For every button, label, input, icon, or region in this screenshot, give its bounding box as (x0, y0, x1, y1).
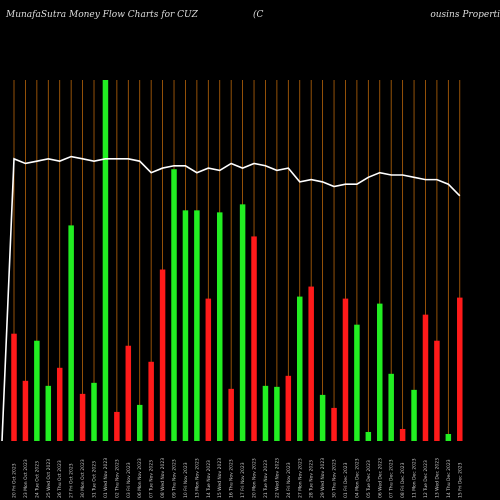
x-tick-label: 21 Tue Nov 2023 (263, 460, 269, 498)
bar (114, 411, 120, 441)
bar (125, 345, 132, 441)
bar (194, 210, 200, 441)
x-tick-label: 10 Fri Nov 2023 (183, 462, 189, 498)
x-tick-label: 29 Wed Nov 2023 (320, 458, 326, 498)
bar (171, 169, 177, 441)
x-tick-label: 12 Tue Dec 2023 (423, 460, 429, 498)
x-tick-label: 07 Tue Nov 2023 (149, 460, 155, 498)
bar (422, 314, 429, 441)
x-tick-label: 13 Wed Dec 2023 (434, 458, 440, 498)
x-tick-label: 07 Thu Dec 2023 (389, 459, 395, 498)
x-tick-label: 17 Fri Nov 2023 (240, 462, 246, 498)
bar (262, 385, 269, 441)
x-tick-label: 01 Wed Nov 2023 (103, 458, 109, 498)
bar (11, 333, 17, 441)
x-tick-label: 20 Mon Nov 2023 (252, 458, 258, 498)
bar (399, 428, 406, 441)
x-tick-label: 03 Fri Nov 2023 (126, 462, 132, 498)
bar (68, 225, 74, 441)
x-tick-label: 15 Wed Nov 2023 (217, 458, 223, 498)
bar (91, 382, 97, 441)
bar (297, 296, 303, 441)
x-tick-label: 24 Fri Nov 2023 (286, 462, 292, 498)
x-tick-label: 28 Tue Nov 2023 (309, 460, 315, 498)
x-tick-label: 25 Wed Oct 2023 (46, 459, 52, 498)
price-line-group (1, 155, 461, 442)
x-tick-label: 30 Thu Nov 2023 (332, 459, 338, 498)
bar (102, 80, 109, 441)
bar (331, 407, 337, 441)
x-tick-label: 23 Mon Oct 2023 (23, 459, 29, 498)
bar (182, 210, 189, 441)
bar (251, 236, 257, 441)
x-tick-label: 04 Mon Dec 2023 (354, 458, 360, 498)
bar (148, 361, 154, 441)
bar (445, 433, 452, 441)
bar (79, 393, 86, 441)
bar (228, 388, 234, 441)
x-tick-label: 15 Fri Dec 2023 (457, 462, 463, 498)
x-tick-label: 27 Fri Oct 2023 (69, 463, 75, 498)
x-tick-label: 08 Fri Dec 2023 (400, 462, 406, 498)
x-tick-label: 24 Tue Oct 2023 (34, 461, 40, 498)
company-name: ousins Properti (430, 10, 500, 20)
bar (388, 373, 394, 441)
x-tick-label: 31 Tue Oct 2023 (92, 461, 98, 498)
chart-title-paren: (C (253, 10, 264, 20)
bar (216, 212, 223, 441)
bar (434, 340, 440, 441)
bar (342, 298, 349, 441)
bar (239, 204, 246, 441)
x-tick-label: 30 Mon Oct 2023 (80, 459, 86, 498)
bar (56, 367, 63, 441)
bar (457, 297, 463, 441)
x-tick-label: 05 Tue Dec 2023 (366, 460, 372, 498)
bar (205, 298, 212, 441)
x-tick-label: 26 Thu Oct 2023 (57, 460, 63, 498)
x-tick-label: 09 Thu Nov 2023 (172, 459, 178, 498)
bar (274, 386, 280, 441)
bars-group (11, 80, 463, 441)
bar (411, 389, 417, 441)
bar (34, 340, 40, 441)
bar (159, 269, 166, 441)
x-tick-label: 06 Mon Nov 2023 (137, 458, 143, 498)
bar (285, 375, 292, 441)
bar (136, 404, 143, 441)
x-tick-label: 06 Wed Dec 2023 (377, 458, 383, 498)
x-tick-label: 14 Thu Dec 2023 (446, 459, 452, 498)
bar (45, 385, 52, 441)
bar (22, 380, 29, 441)
x-tick-label: 02 Thu Nov 2023 (114, 459, 120, 498)
x-tick-label: 08 Wed Nov 2023 (160, 458, 166, 498)
x-tick-labels: 20 Fri Oct 2023 23 Mon Oct 2023 24 Tue Oct… (12, 458, 464, 498)
bar (365, 431, 372, 441)
x-tick-label: 01 Fri Dec 2023 (343, 462, 349, 498)
x-tick-label: 13 Mon Nov 2023 (194, 458, 200, 498)
price-line (1, 155, 461, 442)
x-tick-label: 22 Wed Nov 2023 (274, 458, 280, 498)
bar (354, 324, 360, 441)
bar (308, 286, 314, 441)
bar (319, 394, 326, 441)
x-tick-label: 11 Mon Dec 2023 (412, 458, 418, 498)
x-tick-label: 14 Tue Nov 2023 (206, 460, 212, 498)
x-tick-label: 27 Mon Nov 2023 (297, 458, 303, 498)
chart-title: MunafaSutra Money Flow Charts for CUZ (6, 10, 198, 20)
x-tick-label: 20 Fri Oct 2023 (12, 463, 18, 498)
bar (377, 303, 383, 441)
x-tick-label: 16 Thu Nov 2023 (229, 459, 235, 498)
